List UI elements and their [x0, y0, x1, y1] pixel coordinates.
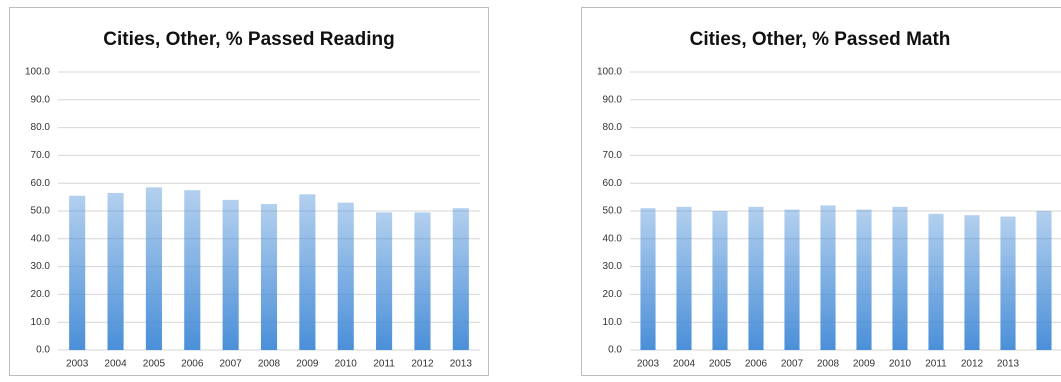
bar [640, 208, 656, 350]
y-tick-label: 50.0 [603, 206, 623, 217]
y-tick-label: 100.0 [597, 67, 622, 78]
x-tick-label: 2006 [745, 359, 768, 370]
y-tick-label: 100.0 [25, 67, 50, 78]
bar [69, 195, 86, 350]
x-tick-label: 2005 [709, 359, 732, 370]
x-tick-label: 2004 [104, 359, 127, 370]
bar [222, 199, 239, 350]
y-tick-label: 30.0 [31, 261, 51, 272]
bar [299, 194, 316, 350]
x-tick-label: 2003 [637, 359, 660, 370]
chart-title: Cities, Other, % Passed Reading [103, 29, 394, 50]
y-tick-label: 0.0 [36, 345, 50, 356]
y-tick-label: 90.0 [603, 94, 623, 105]
bar [260, 204, 278, 350]
bar [820, 205, 836, 350]
bar [145, 187, 162, 350]
bar [964, 215, 980, 350]
x-tick-label: 2009 [853, 359, 876, 370]
chart-frame [9, 7, 489, 376]
y-tick-label: 90.0 [31, 94, 51, 105]
x-tick-label: 2013 [450, 359, 473, 370]
x-tick-label: 2006 [181, 359, 204, 370]
y-tick-label: 60.0 [603, 178, 623, 189]
y-tick-label: 80.0 [31, 122, 51, 133]
y-tick-label: 10.0 [603, 317, 623, 328]
y-tick-label: 0.0 [608, 345, 622, 356]
x-tick-label: 2004 [673, 359, 696, 370]
bar [784, 209, 800, 350]
y-tick-label: 70.0 [31, 150, 51, 161]
y-tick-label: 80.0 [603, 122, 623, 133]
x-tick-label: 2009 [296, 359, 319, 370]
x-tick-label: 2012 [411, 359, 434, 370]
x-tick-label: 2008 [817, 359, 840, 370]
bar [1000, 216, 1016, 350]
x-tick-label: 2012 [961, 359, 984, 370]
bar [856, 209, 872, 350]
y-tick-label: 50.0 [31, 206, 51, 217]
y-tick-label: 30.0 [603, 261, 623, 272]
x-tick-label: 2008 [258, 359, 281, 370]
x-tick-label: 2007 [781, 359, 804, 370]
x-tick-label: 2007 [220, 359, 243, 370]
y-tick-label: 20.0 [603, 289, 623, 300]
bar [748, 206, 764, 350]
y-tick-label: 20.0 [31, 289, 51, 300]
x-tick-label: 2013 [997, 359, 1020, 370]
bar [376, 212, 393, 350]
y-tick-label: 10.0 [31, 317, 51, 328]
bar [414, 212, 431, 350]
bar [107, 192, 124, 350]
bar [452, 208, 469, 350]
bar [712, 211, 728, 350]
y-tick-label: 70.0 [603, 150, 623, 161]
chart-title: Cities, Other, % Passed Math [690, 29, 951, 50]
bar [676, 206, 692, 350]
y-tick-label: 60.0 [31, 178, 51, 189]
bar [1036, 211, 1052, 350]
bar [892, 206, 908, 350]
x-tick-label: 2011 [373, 359, 395, 370]
bar [337, 202, 354, 350]
x-tick-label: 2011 [925, 359, 947, 370]
bar [184, 190, 201, 350]
x-tick-label: 2010 [335, 359, 358, 370]
y-tick-label: 40.0 [31, 233, 51, 244]
x-tick-label: 2003 [66, 359, 89, 370]
x-tick-label: 2010 [889, 359, 912, 370]
y-tick-label: 40.0 [603, 233, 623, 244]
x-tick-label: 2005 [143, 359, 166, 370]
bar [928, 213, 944, 350]
